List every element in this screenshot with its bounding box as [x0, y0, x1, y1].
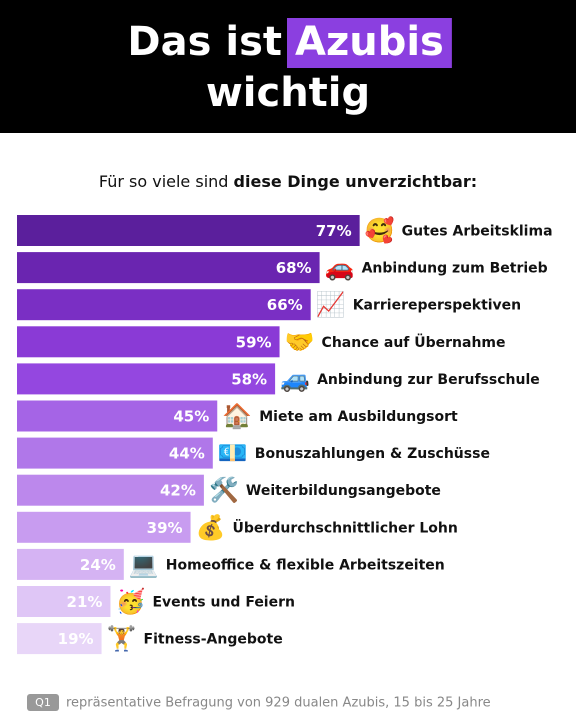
bar [17, 252, 320, 284]
icon: 💻 [129, 550, 159, 578]
chart-title: wichtig [206, 70, 370, 116]
icon: 🤝 [285, 328, 315, 356]
category-label: Gutes Arbeitsklima [402, 224, 553, 240]
category-label: Homeoffice & flexible Arbeitszeiten [166, 557, 445, 573]
category-label: Bonuszahlungen & Zuschüsse [255, 446, 490, 462]
category-label: Events und Feiern [152, 595, 295, 611]
bar [17, 400, 218, 432]
source-badge: Q1 [35, 696, 51, 709]
value-label: 21% [67, 593, 103, 611]
bar [17, 623, 102, 655]
value-label: 42% [160, 482, 196, 500]
bar [17, 326, 280, 358]
icon: 🏋️ [107, 625, 137, 653]
value-label: 45% [173, 408, 209, 426]
chart-title-highlight: Azubis [295, 19, 444, 65]
source: repräsentative Befragung von 929 dualen … [66, 696, 491, 711]
category-label: Chance auf Übernahme [322, 333, 506, 351]
bar [17, 548, 124, 580]
bar [17, 363, 276, 395]
title-highlight [287, 18, 452, 68]
value-label: 39% [147, 519, 183, 537]
bar [17, 437, 213, 469]
bar [17, 511, 191, 543]
icon: 🥰 [365, 216, 395, 245]
icon: 📈 [316, 291, 346, 319]
icon: 💰 [196, 513, 226, 541]
value-label: 68% [276, 259, 312, 277]
value-label: 44% [169, 445, 205, 463]
value-label: 59% [236, 333, 272, 351]
category-label: Anbindung zum Betrieb [362, 261, 548, 277]
bar [17, 586, 111, 617]
bar [17, 289, 311, 321]
category-label: Überdurchschnittlicher Lohn [233, 518, 458, 536]
subtitle: Für so viele sind diese Dinge unverzicht… [99, 172, 477, 191]
icon: 🚙 [280, 365, 310, 393]
chart-title: Das ist [127, 19, 282, 65]
subtitle-part: diese Dinge unverzichtbar: [234, 172, 478, 191]
bar [17, 215, 360, 246]
value-label: 24% [80, 556, 116, 574]
icon: 🏠 [222, 402, 252, 430]
bar [17, 474, 204, 506]
category-label: Fitness-Angebote [144, 632, 283, 648]
source-badge-background [27, 694, 59, 711]
value-label: 19% [58, 630, 94, 648]
value-label: 66% [267, 296, 303, 314]
category-label: Miete am Ausbildungsort [259, 409, 458, 425]
value-label: 58% [231, 370, 267, 388]
icon: 🥳 [116, 587, 146, 616]
icon: 🛠️ [209, 475, 239, 504]
category-label: Weiterbildungsangebote [246, 483, 441, 499]
category-label: Anbindung zur Berufsschule [317, 372, 540, 388]
category-label: Karriereperspektiven [353, 298, 521, 314]
icon: 🚗 [325, 254, 355, 282]
value-label: 77% [316, 222, 352, 240]
subtitle-part: Für so viele sind [99, 172, 229, 191]
icon: 💶 [218, 439, 248, 467]
